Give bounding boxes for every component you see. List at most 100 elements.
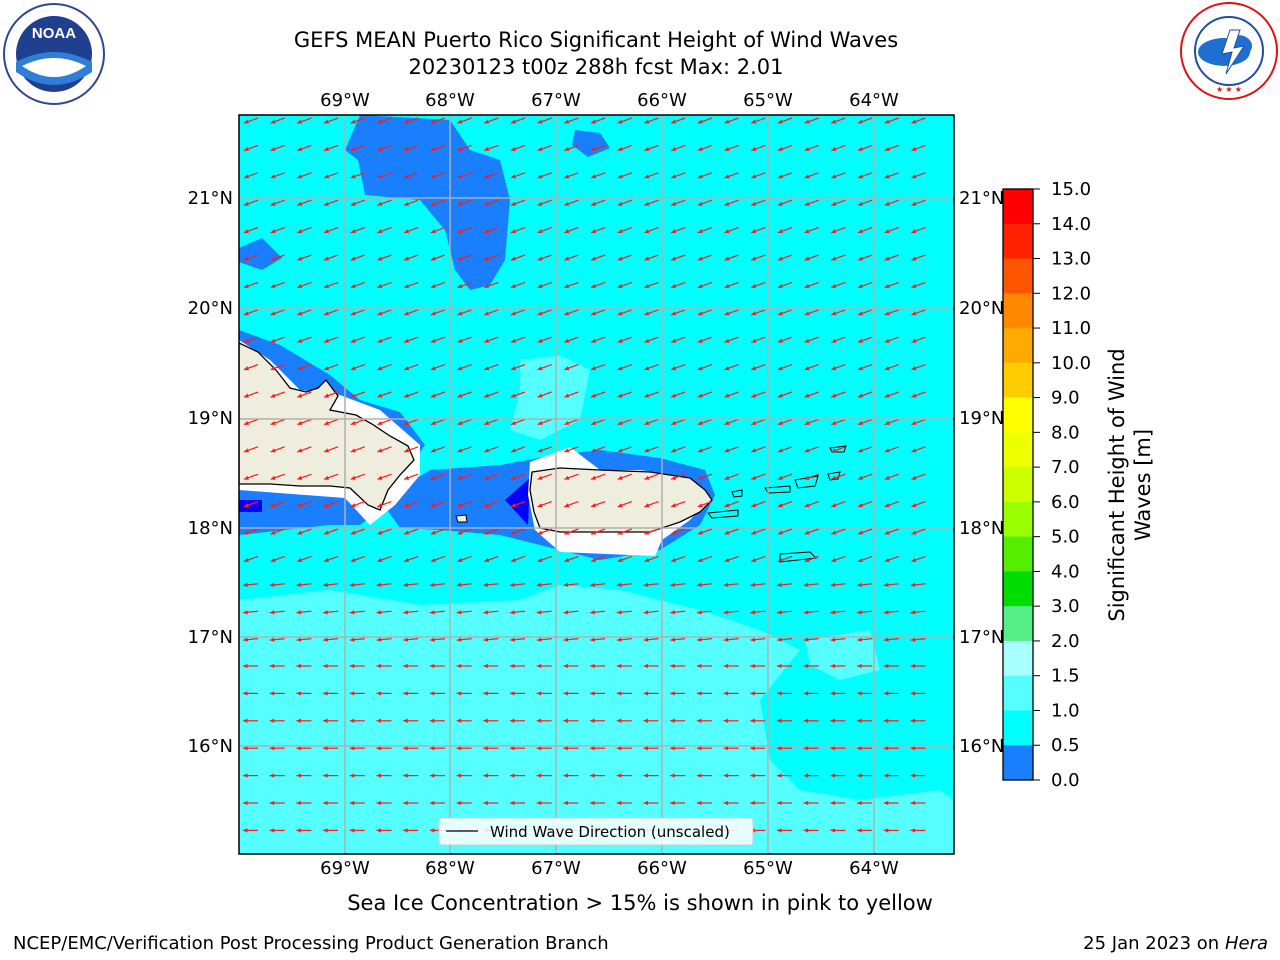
wave-direction-arrow — [644, 117, 659, 124]
wave-direction-arrow — [483, 418, 499, 426]
wave-direction-arrow — [777, 828, 792, 833]
wave-direction-arrow — [831, 336, 846, 343]
chart-title: GEFS MEAN Puerto Rico Significant Height… — [293, 28, 899, 52]
wave-direction-arrow — [269, 800, 285, 806]
wave-direction-arrow — [590, 637, 606, 642]
wave-direction-arrow — [857, 199, 873, 206]
wave-direction-arrow — [297, 117, 312, 124]
lat-label: 21°N — [188, 188, 233, 209]
wave-direction-arrow — [483, 364, 499, 371]
wave-direction-arrow — [857, 117, 873, 124]
wave-direction-arrow — [563, 610, 579, 615]
wave-direction-arrow — [536, 637, 552, 642]
wave-direction-arrow — [270, 418, 285, 426]
wave-direction-arrow — [537, 555, 552, 563]
wave-direction-arrow — [617, 364, 633, 371]
wave-direction-arrow — [483, 309, 499, 316]
wave-direction-arrow — [377, 446, 392, 453]
wave-direction-arrow — [857, 582, 873, 588]
wave-direction-arrow — [777, 663, 792, 669]
wave-direction-arrow — [564, 144, 579, 152]
wave-direction-arrow — [296, 691, 312, 696]
wave-direction-arrow — [456, 800, 472, 806]
wave-direction-arrow — [857, 800, 873, 806]
noaa-logo-text: NOAA — [32, 25, 76, 42]
wave-direction-arrow — [884, 144, 900, 152]
wave-direction-arrow — [910, 610, 926, 615]
wave-direction-arrow — [564, 336, 579, 343]
wave-direction-arrow — [884, 309, 900, 316]
wave-direction-arrow — [323, 473, 339, 480]
wave-direction-arrow — [617, 144, 633, 152]
wave-region-dark — [239, 238, 282, 270]
lon-label: 69°W — [320, 858, 370, 879]
wave-direction-arrow — [590, 473, 606, 480]
wave-direction-arrow — [243, 828, 258, 833]
wave-direction-arrow — [724, 418, 739, 426]
mona-island — [455, 514, 468, 523]
colorbar-tick-label: 4.0 — [1051, 561, 1080, 582]
wave-direction-arrow — [911, 501, 926, 508]
wave-direction-arrow — [910, 663, 926, 669]
wave-direction-arrow — [377, 144, 392, 152]
wave-direction-arrow — [403, 582, 419, 588]
wave-direction-arrow — [883, 718, 899, 723]
colorbar-label-line1: Significant Height of Wind — [1105, 348, 1129, 621]
wave-direction-arrow — [483, 637, 499, 642]
wave-direction-arrow — [563, 718, 579, 723]
wave-direction-arrow — [377, 309, 392, 316]
lon-label: 64°W — [849, 858, 899, 879]
wave-direction-arrow — [297, 144, 312, 152]
wave-direction-arrow — [777, 773, 792, 778]
wave-direction-arrow — [564, 446, 579, 453]
wave-direction-arrow — [323, 746, 339, 751]
lon-label: 69°W — [320, 90, 370, 111]
wave-direction-arrow — [430, 172, 446, 179]
wave-direction-arrow — [243, 281, 259, 289]
wave-direction-arrow — [323, 663, 339, 669]
wave-direction-arrow — [243, 773, 258, 778]
wave-direction-arrow — [831, 446, 846, 453]
wave-direction-arrow — [243, 418, 259, 426]
wave-direction-arrow — [777, 418, 793, 426]
wave-direction-arrow — [803, 691, 819, 696]
wave-direction-arrow — [670, 117, 686, 124]
wave-direction-arrow — [456, 663, 472, 669]
wave-direction-arrow — [457, 281, 472, 289]
wave-direction-arrow — [430, 555, 446, 563]
wave-direction-arrow — [537, 199, 552, 206]
wave-direction-arrow — [804, 254, 819, 261]
wave-direction-arrow — [376, 663, 392, 669]
wave-direction-arrow — [350, 418, 366, 426]
wave-direction-arrow — [777, 391, 793, 398]
wave-direction-arrow — [296, 746, 312, 751]
wave-direction-arrow — [804, 501, 819, 508]
wave-direction-arrow — [857, 473, 873, 480]
wave-direction-arrow — [269, 773, 285, 778]
wave-direction-arrow — [429, 663, 445, 669]
wave-direction-arrow — [323, 254, 339, 261]
colorbar-tick-label: 3.0 — [1051, 596, 1080, 617]
wave-direction-arrow — [644, 227, 659, 234]
noaa-logo: NOAA — [3, 3, 105, 105]
wave-direction-arrow — [403, 691, 419, 696]
wave-direction-arrow — [910, 800, 926, 806]
wave-direction-arrow — [884, 199, 900, 206]
wave-direction-arrow — [617, 418, 633, 426]
wave-direction-arrow — [323, 501, 339, 508]
wave-direction-arrow — [483, 773, 499, 778]
wave-direction-arrow — [884, 336, 900, 343]
anegada-island — [829, 445, 847, 453]
wave-direction-arrow — [590, 800, 606, 806]
wave-direction-arrow — [670, 227, 686, 234]
wave-direction-arrow — [483, 800, 499, 806]
wave-direction-arrow — [430, 364, 446, 371]
wave-direction-arrow — [430, 473, 446, 480]
wave-direction-arrow — [403, 501, 419, 508]
wave-direction-arrow — [510, 418, 526, 426]
wave-direction-arrow — [270, 117, 285, 124]
wave-direction-arrow — [750, 582, 766, 588]
wave-direction-arrow — [457, 336, 472, 343]
wave-direction-arrow — [269, 718, 285, 723]
wave-direction-arrow — [243, 691, 258, 696]
